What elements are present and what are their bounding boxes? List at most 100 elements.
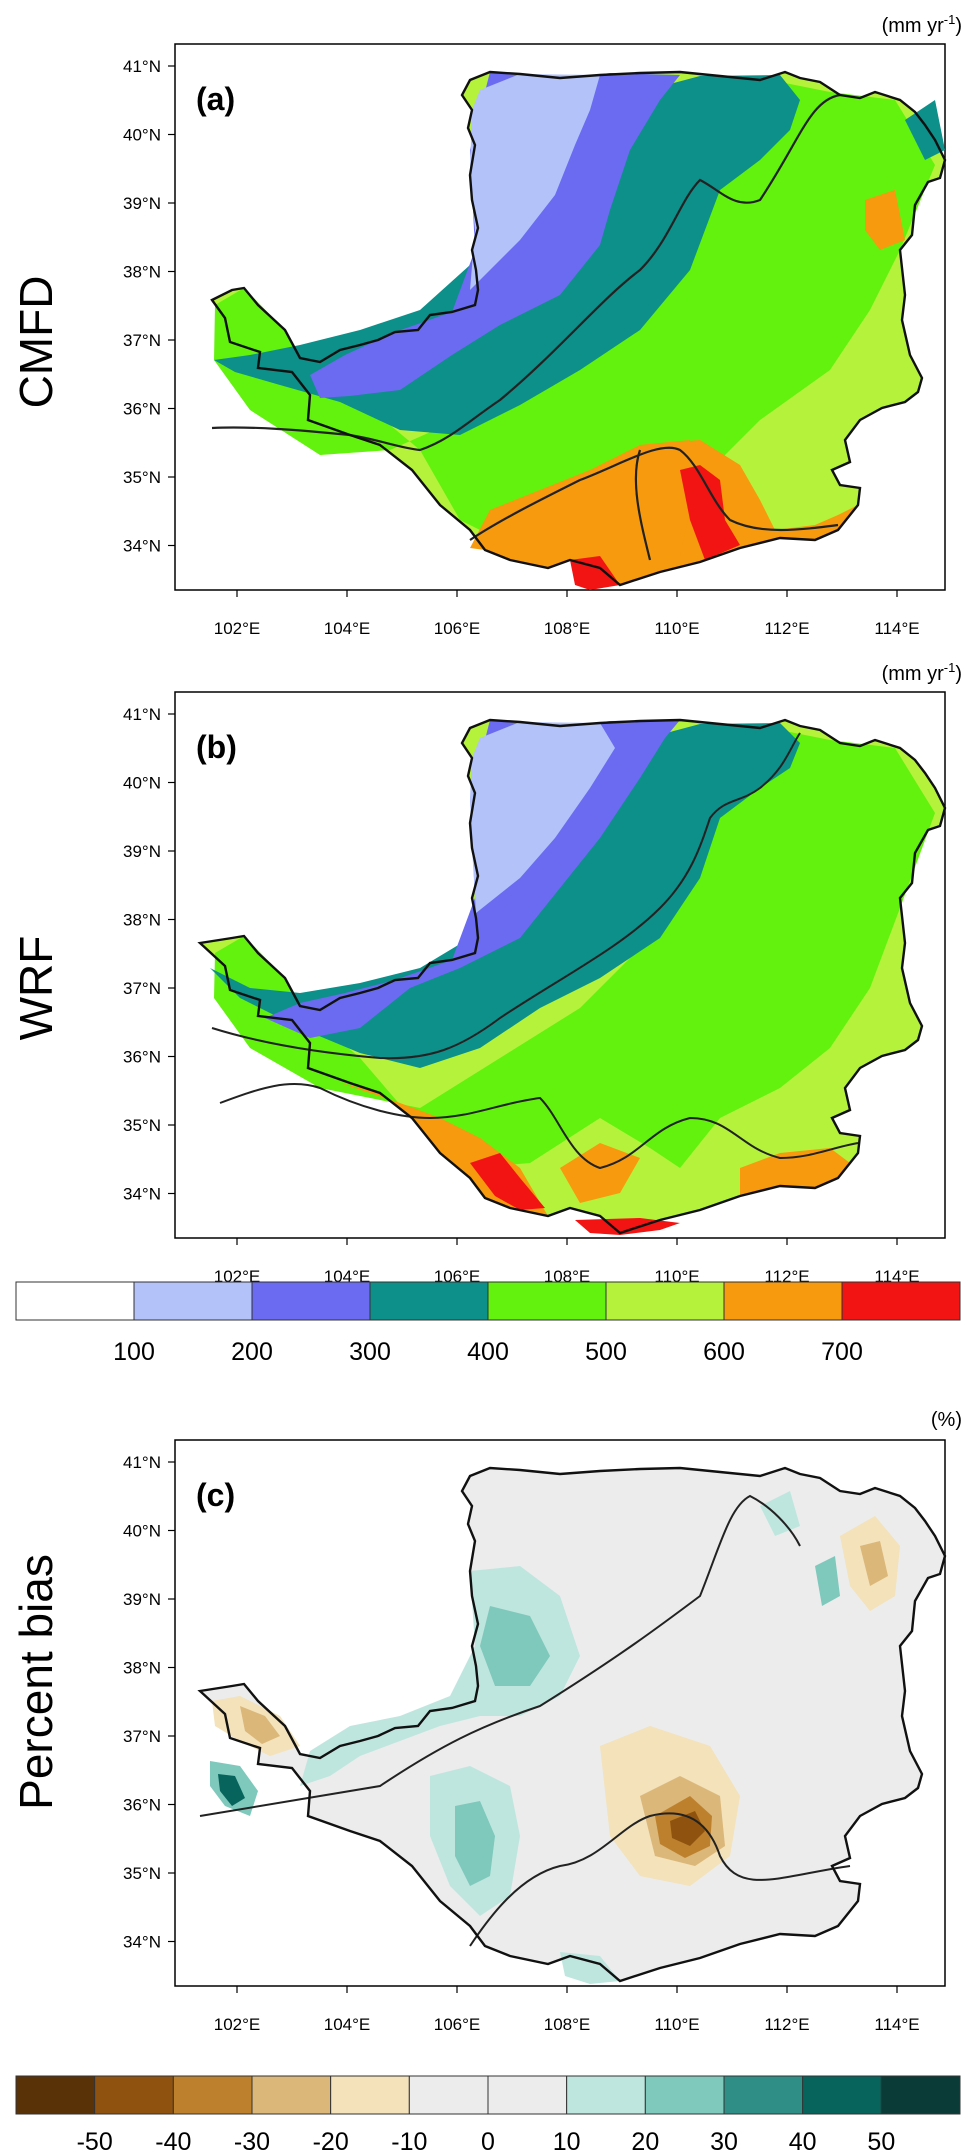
label-blob-c [210,1454,290,1546]
x-tick-label: 108°E [544,619,591,638]
panel-label-b: (b) [196,729,237,765]
bias-pos-se [560,1952,620,1984]
x-tick-label: 102°E [214,2015,261,2034]
x-tick-labels-c: 102°E 104°E 106°E 108°E 110°E 112°E 114°E [214,1986,920,2034]
row-label-cmfd: CMFD [10,276,62,409]
colorbar-label: 50 [867,2128,895,2156]
units-label-a: (mm yr-1) [882,12,962,37]
bias-pos-e [815,1556,840,1606]
colorbar-swatch [644,2075,725,2115]
y-tick-label: 34°N [123,1185,161,1204]
colorbar-label: 0 [481,2128,495,2156]
row-label-percent-bias: Percent bias [10,1554,62,1810]
y-tick-label: 41°N [123,705,161,724]
y-tick-labels-a: 41°N 40°N 39°N 38°N 37°N 36°N 35°N 34°N [123,57,175,556]
y-tick-label: 36°N [123,1796,161,1815]
bias-neg-w-dark [240,1706,280,1744]
x-tick-label: 104°E [324,1267,371,1286]
panel-label-a: (a) [196,81,235,117]
y-tick-label: 41°N [123,57,161,76]
colorbar-label: -30 [234,2128,270,2156]
panel-c-percent-bias: Percent bias (%) (c) [10,1409,962,2034]
colorbar-label: 200 [231,1338,273,1366]
x-tick-label: 114°E [874,619,919,638]
colorbar-swatch [880,2075,961,2115]
y-tick-label: 38°N [123,1659,161,1678]
y-tick-label: 37°N [123,979,161,998]
plateau-outline-a [210,70,947,587]
y-tick-label: 34°N [123,537,161,556]
colorbar-label: 600 [703,1338,745,1366]
zone-600-700-e [865,190,905,250]
x-tick-label: 112°E [764,1267,809,1286]
y-tick-label: 39°N [123,1590,161,1609]
x-tick-label: 106°E [434,2015,481,2034]
bias-neg-ne-dark [860,1541,888,1586]
y-tick-label: 37°N [123,331,161,350]
x-tick-label: 112°E [764,619,809,638]
y-tick-label: 40°N [123,774,161,793]
colorbar-label: 10 [553,2128,581,2156]
bias-colorbar: -50 -40 -30 -20 -10 0 10 20 30 40 50 [15,2075,961,2156]
colorbar-swatch [566,2075,646,2115]
colorbar-swatch [723,1281,843,1321]
panel-b-wrf: WRF (mm yr-1) (b) 41°N 40°N 39°N 38°N 37°N 36… [10,660,962,1286]
y-tick-label: 39°N [123,194,161,213]
row-label-wrf: WRF [10,936,62,1041]
label-blob-b [210,712,290,804]
zone-400-500-ne [905,100,945,160]
y-tick-label: 38°N [123,263,161,282]
colorbar-swatch [408,2075,489,2115]
x-tick-label: 110°E [654,2015,699,2034]
contour-400-b [211,732,801,1060]
x-tick-label: 102°E [214,619,261,638]
x-tick-label: 106°E [434,1267,481,1286]
zone-700plus [680,465,740,560]
colorbar-swatch [605,1281,725,1321]
colorbar-swatch [723,2075,804,2115]
zone-600-700-b2 [560,1143,640,1203]
colorbar-label: -40 [155,2128,191,2156]
colorbar-label: 300 [349,1338,391,1366]
plateau-outline-b [197,718,947,1235]
plateau-outline-c [197,1466,947,1983]
colorbar-label: -50 [77,2128,113,2156]
y-tick-label: 37°N [123,1727,161,1746]
map-region-b [197,718,947,1235]
x-tick-label: 110°E [654,619,699,638]
x-tick-label: 104°E [324,2015,371,2034]
colorbar-swatch [251,1281,371,1321]
y-tick-label: 41°N [123,1453,161,1472]
bias-neg-center-core [670,1811,705,1846]
colorbar-swatch [251,2075,332,2115]
map-region-a [210,70,947,590]
bias-pos-sw-dark [218,1774,245,1806]
colorbar-swatch [330,2075,410,2115]
x-tick-label: 110°E [654,1267,699,1286]
x-tick-label: 114°E [874,1267,919,1286]
y-tick-label: 36°N [123,1048,161,1067]
map-region-c [197,1466,947,1984]
colorbar-label: 40 [789,2128,817,2156]
colorbar-swatch [487,1281,607,1321]
contour-600-b-line [219,1082,859,1170]
x-tick-label: 106°E [434,619,481,638]
colorbar-swatch [172,2075,253,2115]
x-tick-labels-b: 102°E 104°E 106°E 108°E 110°E 112°E 114°E [214,1238,920,1286]
panel-label-c: (c) [196,1477,235,1513]
contour-400-c [199,1494,801,1817]
contour-600-b [634,449,652,561]
zone-500-600-b [214,728,935,1168]
x-tick-label: 104°E [324,619,371,638]
zone-200-300 [470,74,600,290]
y-tick-labels-b: 41°N 40°N 39°N 38°N 37°N 36°N 35°N 34°N [123,705,175,1204]
x-tick-label: 108°E [544,2015,591,2034]
y-tick-label: 35°N [123,468,161,487]
colorbar-swatch [369,1281,489,1321]
units-label-c: (%) [931,1409,962,1431]
zone-base-c [200,1468,945,1981]
colorbar-swatch [15,1281,135,1321]
colorbar-label: 700 [821,1338,863,1366]
y-tick-labels-c: 41°N 40°N 39°N 38°N 37°N 36°N 35°N 34°N [123,1453,175,1952]
